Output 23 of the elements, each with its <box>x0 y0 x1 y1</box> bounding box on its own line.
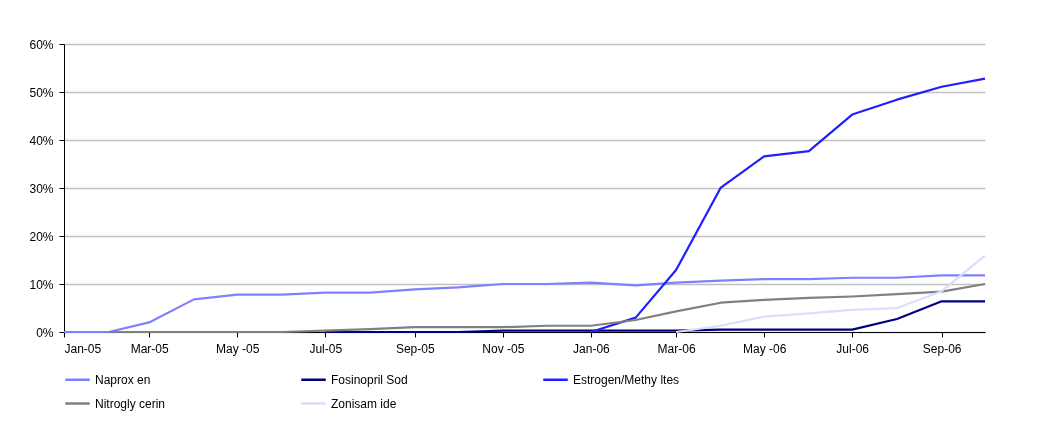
legend-label: Nitrogly cerin <box>95 396 166 411</box>
legend-label: Estrogen/Methy ltes <box>573 372 680 387</box>
x-tick-label: Jan-06 <box>573 341 611 356</box>
y-tick-label: 20% <box>29 229 54 244</box>
x-tick-label: Jan-05 <box>64 341 102 356</box>
y-tick-label: 60% <box>29 37 54 52</box>
y-tick-label: 30% <box>29 181 54 196</box>
x-tick-label: Sep-06 <box>922 341 962 356</box>
x-tick-label: Mar-06 <box>657 341 696 356</box>
y-tick-label: 10% <box>29 277 54 292</box>
x-tick-label: Jul-05 <box>309 341 343 356</box>
x-tick-label: Nov -05 <box>482 341 525 356</box>
legend-label: Fosinopril Sod <box>331 372 408 387</box>
x-tick-label: Sep-05 <box>395 341 435 356</box>
legend-label: Zonisam ide <box>331 396 397 411</box>
x-tick-label: Mar-05 <box>130 341 169 356</box>
x-tick-label: May -06 <box>742 341 787 356</box>
x-tick-label: Jul-06 <box>836 341 870 356</box>
legend-label: Naprox en <box>95 372 151 387</box>
y-tick-label: 50% <box>29 85 54 100</box>
x-tick-label: May -05 <box>216 341 260 356</box>
y-tick-label: 0% <box>36 325 54 340</box>
y-tick-label: 40% <box>29 133 54 148</box>
